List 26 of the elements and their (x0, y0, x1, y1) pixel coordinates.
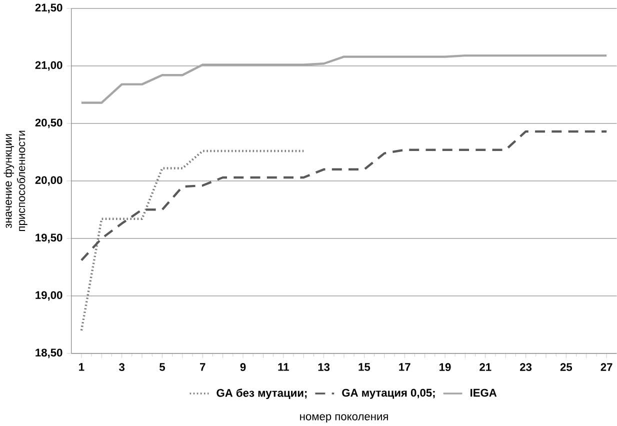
x-tick-label: 15 (358, 363, 370, 371)
x-tick-label: 1 (79, 363, 84, 371)
x-tick-label: 9 (240, 363, 246, 371)
legend-label: GA мутация 0,05; (342, 388, 435, 399)
y-axis-title: значение функции приспособленности (4, 130, 28, 231)
x-tick-label: 27 (600, 363, 612, 371)
y-tick-label: 19,50 (36, 234, 62, 244)
legend-label: IEGA (470, 388, 497, 397)
y-tick-label: 20,50 (35, 118, 62, 128)
x-tick-label: 25 (560, 363, 572, 371)
legend-label: GA без мутации; (216, 388, 307, 399)
x-tick-label: 23 (520, 363, 532, 371)
x-tick-label: 3 (119, 363, 125, 371)
x-tick-label: 17 (399, 363, 410, 371)
x-axis-title: номер поколения (300, 414, 388, 422)
y-tick-label: 21,00 (35, 61, 62, 71)
y-tick-label: 20,00 (35, 176, 62, 186)
x-tick-label: 19 (440, 363, 451, 371)
x-tick-label: 21 (480, 363, 492, 371)
x-tick-label: 7 (200, 363, 206, 371)
y-tick-label: 18,50 (36, 348, 62, 358)
x-tick-label: 13 (318, 363, 330, 371)
y-tick-label: 21,50 (35, 4, 62, 14)
x-tick-label: 11 (278, 363, 289, 371)
x-tick-label: 5 (160, 363, 166, 371)
y-tick-label: 19,00 (36, 291, 62, 301)
